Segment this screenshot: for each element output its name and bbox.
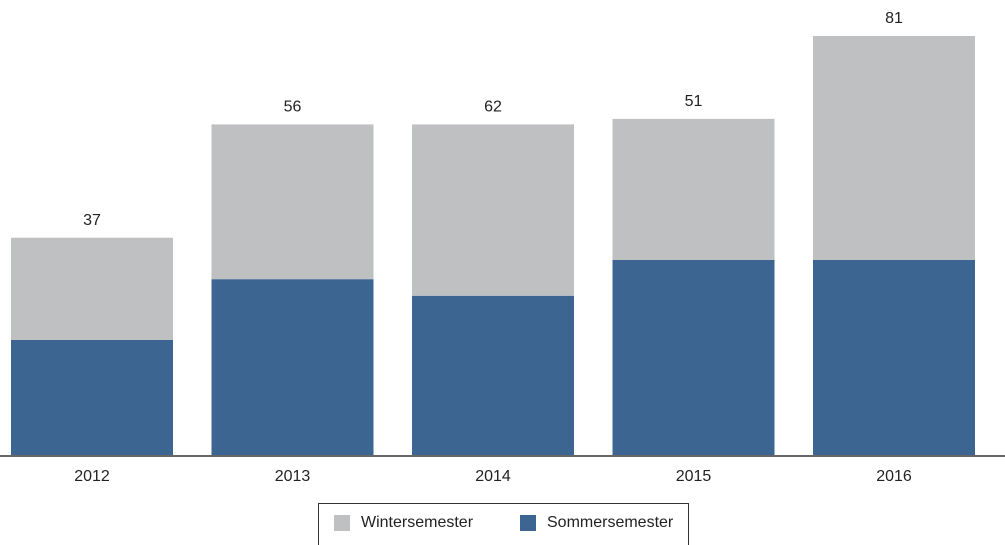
bar-segment — [412, 124, 574, 296]
bar-segment — [11, 339, 173, 456]
bar-segment — [813, 259, 975, 456]
legend-label: Wintersemester — [361, 514, 474, 531]
x-tick-label: 2016 — [876, 468, 912, 485]
x-tick-label: 2013 — [275, 468, 311, 485]
bar-segment — [813, 36, 975, 260]
legend-swatch — [334, 515, 350, 531]
bar-segment — [412, 295, 574, 456]
legend-box — [318, 503, 689, 545]
data-label: 81 — [885, 10, 903, 27]
bar-segment — [211, 124, 374, 280]
bar-segment — [612, 259, 775, 456]
x-tick-label: 2014 — [475, 468, 511, 485]
data-label: 51 — [685, 93, 703, 110]
legend-label: Sommersemester — [547, 514, 674, 531]
data-label: 62 — [484, 99, 502, 116]
legend-swatch — [520, 515, 536, 531]
bar-segment — [612, 118, 775, 260]
x-tick-label: 2012 — [74, 468, 110, 485]
x-tick-label: 2015 — [676, 468, 712, 485]
bar-segment — [211, 279, 374, 456]
data-label: 37 — [83, 212, 101, 229]
bar-segment — [11, 237, 173, 340]
data-label: 56 — [284, 99, 302, 116]
